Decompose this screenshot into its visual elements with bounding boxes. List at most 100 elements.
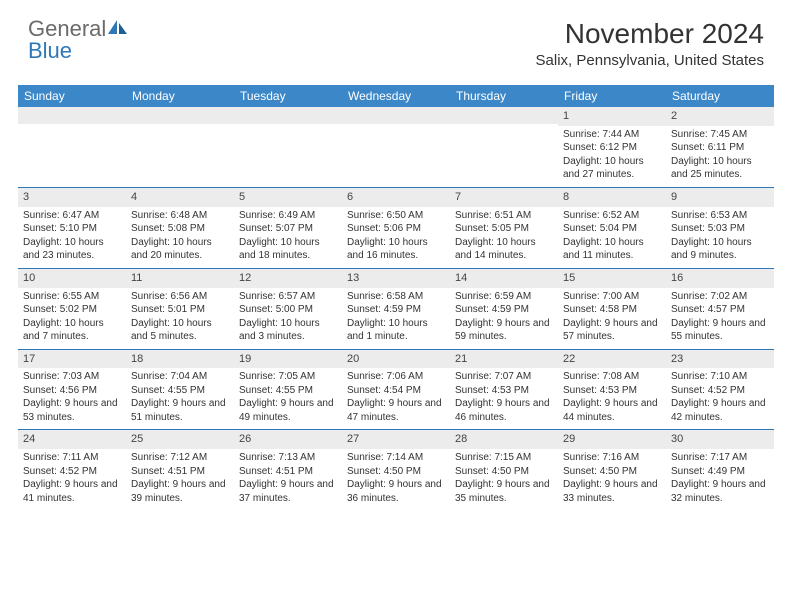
daylight-text: Daylight: 10 hours and 14 minutes. [455, 236, 553, 263]
sunrise-text: Sunrise: 7:00 AM [563, 290, 661, 304]
day-cell: 12Sunrise: 6:57 AMSunset: 5:00 PMDayligh… [234, 269, 342, 349]
sunset-text: Sunset: 5:08 PM [131, 222, 229, 236]
day-number: 5 [234, 188, 342, 207]
sunrise-text: Sunrise: 6:49 AM [239, 209, 337, 223]
day-number: 4 [126, 188, 234, 207]
sunset-text: Sunset: 4:49 PM [671, 465, 769, 479]
weekday-label: Saturday [666, 85, 774, 107]
day-cell: 13Sunrise: 6:58 AMSunset: 4:59 PMDayligh… [342, 269, 450, 349]
sunrise-text: Sunrise: 6:48 AM [131, 209, 229, 223]
sunset-text: Sunset: 4:52 PM [23, 465, 121, 479]
sunset-text: Sunset: 4:51 PM [239, 465, 337, 479]
sunrise-text: Sunrise: 7:05 AM [239, 370, 337, 384]
weekday-label: Sunday [18, 85, 126, 107]
sunset-text: Sunset: 5:05 PM [455, 222, 553, 236]
day-number: 7 [450, 188, 558, 207]
day-cell: 22Sunrise: 7:08 AMSunset: 4:53 PMDayligh… [558, 350, 666, 430]
day-number: 25 [126, 430, 234, 449]
daylight-text: Daylight: 10 hours and 7 minutes. [23, 317, 121, 344]
sunrise-text: Sunrise: 6:52 AM [563, 209, 661, 223]
daylight-text: Daylight: 9 hours and 44 minutes. [563, 397, 661, 424]
daylight-text: Daylight: 9 hours and 42 minutes. [671, 397, 769, 424]
sunset-text: Sunset: 4:50 PM [347, 465, 445, 479]
daylight-text: Daylight: 9 hours and 53 minutes. [23, 397, 121, 424]
weeks-container: 1Sunrise: 7:44 AMSunset: 6:12 PMDaylight… [18, 107, 774, 510]
sunrise-text: Sunrise: 6:56 AM [131, 290, 229, 304]
week-row: 24Sunrise: 7:11 AMSunset: 4:52 PMDayligh… [18, 429, 774, 510]
week-row: 10Sunrise: 6:55 AMSunset: 5:02 PMDayligh… [18, 268, 774, 349]
day-cell: 24Sunrise: 7:11 AMSunset: 4:52 PMDayligh… [18, 430, 126, 510]
day-number: 23 [666, 350, 774, 369]
day-cell [450, 107, 558, 187]
day-number: 28 [450, 430, 558, 449]
day-number: 9 [666, 188, 774, 207]
day-number: 18 [126, 350, 234, 369]
day-cell: 15Sunrise: 7:00 AMSunset: 4:58 PMDayligh… [558, 269, 666, 349]
sunset-text: Sunset: 4:51 PM [131, 465, 229, 479]
daylight-text: Daylight: 10 hours and 5 minutes. [131, 317, 229, 344]
daylight-text: Daylight: 10 hours and 11 minutes. [563, 236, 661, 263]
daylight-text: Daylight: 9 hours and 37 minutes. [239, 478, 337, 505]
daylight-text: Daylight: 10 hours and 27 minutes. [563, 155, 661, 182]
sunrise-text: Sunrise: 6:58 AM [347, 290, 445, 304]
daylight-text: Daylight: 10 hours and 23 minutes. [23, 236, 121, 263]
sunset-text: Sunset: 5:03 PM [671, 222, 769, 236]
weekday-label: Monday [126, 85, 234, 107]
day-cell: 19Sunrise: 7:05 AMSunset: 4:55 PMDayligh… [234, 350, 342, 430]
day-number: 2 [666, 107, 774, 126]
daylight-text: Daylight: 9 hours and 39 minutes. [131, 478, 229, 505]
sunrise-text: Sunrise: 7:15 AM [455, 451, 553, 465]
sunset-text: Sunset: 4:57 PM [671, 303, 769, 317]
sunrise-text: Sunrise: 6:57 AM [239, 290, 337, 304]
sunset-text: Sunset: 5:00 PM [239, 303, 337, 317]
sunrise-text: Sunrise: 7:14 AM [347, 451, 445, 465]
day-number [126, 107, 234, 124]
sunrise-text: Sunrise: 7:06 AM [347, 370, 445, 384]
daylight-text: Daylight: 10 hours and 20 minutes. [131, 236, 229, 263]
weekday-label: Friday [558, 85, 666, 107]
page-header: General Blue November 2024 Salix, Pennsy… [0, 0, 792, 75]
day-number [342, 107, 450, 124]
day-number: 17 [18, 350, 126, 369]
sunset-text: Sunset: 4:56 PM [23, 384, 121, 398]
location-subtitle: Salix, Pennsylvania, United States [536, 52, 764, 69]
day-cell: 16Sunrise: 7:02 AMSunset: 4:57 PMDayligh… [666, 269, 774, 349]
day-cell: 9Sunrise: 6:53 AMSunset: 5:03 PMDaylight… [666, 188, 774, 268]
logo-sail-icon [108, 18, 128, 40]
sunrise-text: Sunrise: 7:03 AM [23, 370, 121, 384]
day-number: 30 [666, 430, 774, 449]
weekday-label: Tuesday [234, 85, 342, 107]
daylight-text: Daylight: 9 hours and 33 minutes. [563, 478, 661, 505]
day-number [234, 107, 342, 124]
daylight-text: Daylight: 9 hours and 41 minutes. [23, 478, 121, 505]
week-row: 3Sunrise: 6:47 AMSunset: 5:10 PMDaylight… [18, 187, 774, 268]
daylight-text: Daylight: 10 hours and 1 minute. [347, 317, 445, 344]
sunrise-text: Sunrise: 6:51 AM [455, 209, 553, 223]
day-cell: 26Sunrise: 7:13 AMSunset: 4:51 PMDayligh… [234, 430, 342, 510]
day-number: 20 [342, 350, 450, 369]
sunset-text: Sunset: 4:59 PM [455, 303, 553, 317]
sunset-text: Sunset: 4:50 PM [563, 465, 661, 479]
daylight-text: Daylight: 10 hours and 18 minutes. [239, 236, 337, 263]
day-cell [126, 107, 234, 187]
daylight-text: Daylight: 9 hours and 49 minutes. [239, 397, 337, 424]
day-cell: 11 Sunrise: 6:56 AMSunset: 5:01 PMDayligh… [126, 269, 234, 349]
sunset-text: Sunset: 5:10 PM [23, 222, 121, 236]
weekday-label: Wednesday [342, 85, 450, 107]
week-row: 1Sunrise: 7:44 AMSunset: 6:12 PMDaylight… [18, 107, 774, 187]
brand-logo: General Blue [28, 18, 128, 62]
day-cell: 5Sunrise: 6:49 AMSunset: 5:07 PMDaylight… [234, 188, 342, 268]
day-number: 1 [558, 107, 666, 126]
day-cell: 29Sunrise: 7:16 AMSunset: 4:50 PMDayligh… [558, 430, 666, 510]
daylight-text: Daylight: 10 hours and 16 minutes. [347, 236, 445, 263]
day-number: 11 [126, 269, 234, 288]
day-number: 10 [18, 269, 126, 288]
sunset-text: Sunset: 5:01 PM [131, 303, 229, 317]
sunrise-text: Sunrise: 7:08 AM [563, 370, 661, 384]
day-number [18, 107, 126, 124]
sunset-text: Sunset: 6:12 PM [563, 141, 661, 155]
sunrise-text: Sunrise: 6:53 AM [671, 209, 769, 223]
day-cell: 21Sunrise: 7:07 AMSunset: 4:53 PMDayligh… [450, 350, 558, 430]
sunrise-text: Sunrise: 7:04 AM [131, 370, 229, 384]
day-number: 8 [558, 188, 666, 207]
